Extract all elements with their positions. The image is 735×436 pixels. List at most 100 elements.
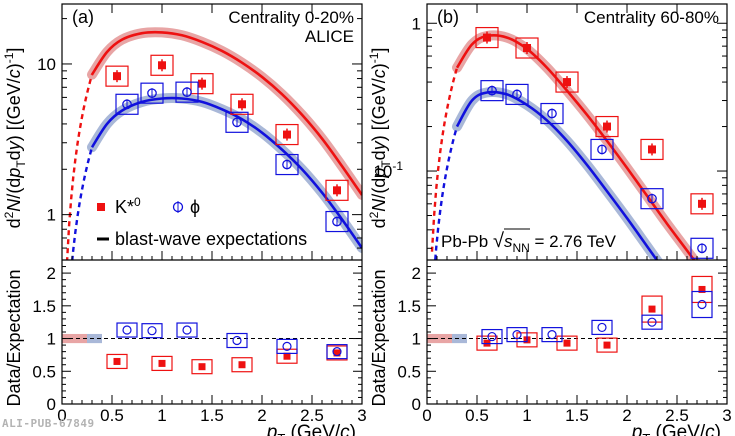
publication-id: ALI-PUB-67849 xyxy=(2,417,95,430)
syst-box-kstar xyxy=(150,54,174,76)
ratio-syst-box-kstar xyxy=(276,348,298,364)
ratio-syst-box-kstar xyxy=(596,337,618,353)
blastwave-band-phi xyxy=(87,93,362,254)
syst-box-kstar xyxy=(640,138,664,161)
syst-box-phi xyxy=(640,188,664,210)
ratio-point-phi xyxy=(487,331,497,342)
panel-tag: (b) xyxy=(437,7,459,27)
panel-tag: (a) xyxy=(72,7,94,27)
ratio-syst-box-phi xyxy=(641,314,663,330)
legend: K*0 ϕ blast-wave expectations ALICE xyxy=(97,27,354,249)
blastwave-curve-phi xyxy=(90,96,362,249)
ratio-syst-box-phi xyxy=(506,327,528,343)
plot-frame xyxy=(61,3,363,405)
ratio-point-phi xyxy=(512,330,522,340)
ratio-syst-box-phi xyxy=(541,327,563,343)
ratio-point-kstar xyxy=(113,357,121,365)
ratio-point-kstar xyxy=(283,352,291,360)
ratio-y-tick-label: 1 xyxy=(47,330,56,349)
syst-box-kstar xyxy=(230,93,254,115)
syst-box-kstar xyxy=(475,26,499,49)
spectrum-points-kstar xyxy=(475,26,714,215)
syst-box-phi xyxy=(540,102,564,125)
syst-box-kstar xyxy=(190,73,214,95)
syst-box-kstar xyxy=(595,115,619,138)
syst-box-phi xyxy=(175,81,199,103)
x-tick-label: 3 xyxy=(722,406,731,425)
ratio-syst-box-phi xyxy=(691,290,713,319)
centrality-label: Centrality 0-20% xyxy=(228,8,354,27)
ratio-point-phi xyxy=(232,335,242,346)
centrality-label: Centrality 60-80% xyxy=(584,8,719,27)
blastwave-curve-phi xyxy=(455,90,659,260)
x-tick-label: 0.5 xyxy=(100,406,124,425)
x-tick-label: 1 xyxy=(522,406,531,425)
ratio-point-phi xyxy=(597,322,607,333)
ratio-y-tick-label: 2 xyxy=(47,264,56,283)
ratio-syst-box-phi xyxy=(276,338,298,354)
syst-box-phi xyxy=(275,153,299,176)
ratio-syst-box-phi xyxy=(481,328,503,345)
legend-label-phi: ϕ xyxy=(190,197,200,217)
x-tick-label: 0 xyxy=(422,406,431,425)
ratio-syst-box-phi xyxy=(326,344,348,360)
x-tick-label: 2.5 xyxy=(300,406,324,425)
spectrum-points-phi xyxy=(115,81,349,233)
ratio-point-phi xyxy=(282,341,292,351)
blastwave-curve-kstar xyxy=(455,34,696,260)
x-tick-label: 1.5 xyxy=(565,406,589,425)
syst-box-kstar xyxy=(275,123,299,146)
y-tick-label: 1 xyxy=(412,14,421,33)
y-tick-label: 10 xyxy=(37,55,56,74)
ratio-panel xyxy=(62,322,362,375)
ratio-point-phi xyxy=(697,299,707,310)
y-tick-label: 1 xyxy=(47,206,56,225)
y-axis-label: d2N/(dpTdy) [(GeV/c)-1] xyxy=(367,48,393,229)
syst-box-phi xyxy=(480,80,504,102)
panel-a: 0 0.5 1 1.5 2 2.5 3 1 10 0 0.5 1 1.5 2 (a) Centrality 0… xyxy=(2,3,367,436)
collaboration-label: ALICE xyxy=(305,27,354,46)
ratio-point-kstar xyxy=(238,361,246,369)
ratio-point-kstar xyxy=(333,349,341,357)
blastwave-curve-kstar xyxy=(90,30,362,196)
ratio-point-phi xyxy=(547,330,557,340)
ratio-points-kstar xyxy=(476,275,713,353)
blastwave-extrapolation-kstar xyxy=(65,74,94,260)
x-tick-label: 2 xyxy=(257,406,266,425)
spectrum-points-kstar xyxy=(105,54,349,201)
ratio-syst-box-phi xyxy=(141,323,163,339)
syst-box-kstar xyxy=(555,71,579,93)
blastwave-curves xyxy=(65,27,362,260)
syst-box-kstar xyxy=(515,37,539,59)
blastwave-band-phi xyxy=(452,87,663,260)
syst-box-phi xyxy=(690,237,714,259)
syst-box-kstar xyxy=(325,179,349,201)
ratio-y-tick-label: 0 xyxy=(412,395,421,414)
ratio-point-kstar xyxy=(563,339,571,347)
ratio-point-kstar xyxy=(698,285,706,293)
syst-box-kstar xyxy=(690,193,714,215)
syst-box-phi xyxy=(590,138,614,161)
ratio-y-axis-label: Data/Expectation xyxy=(4,269,24,406)
ratio-y-tick-label: 0 xyxy=(47,395,56,414)
legend-label-kstar: K*0 xyxy=(115,195,141,217)
panel-b: 0 0.5 1 1.5 2 2.5 3 10-1 1 0 0.5 1 1.5 2 (b) Centrality… xyxy=(367,3,732,436)
syst-box-phi xyxy=(225,111,249,133)
ratio-syst-box-phi xyxy=(591,319,613,336)
ratio-syst-box-kstar xyxy=(691,275,713,304)
ratio-syst-box-phi xyxy=(116,322,138,338)
ratio-syst-box-phi xyxy=(176,322,198,338)
ratio-points-phi xyxy=(116,322,348,360)
syst-box-phi xyxy=(505,83,529,106)
ratio-point-kstar xyxy=(158,359,166,367)
x-tick-label: 3 xyxy=(357,406,366,425)
ratio-y-tick-label: 2 xyxy=(412,264,421,283)
x-tick-label: 1.5 xyxy=(200,406,224,425)
x-tick-label: 2 xyxy=(622,406,631,425)
blastwave-extrapolation-kstar xyxy=(430,67,459,252)
x-axis-label: pT (GeV/c) xyxy=(631,422,721,436)
x-axis-label: pT (GeV/c) xyxy=(266,422,356,436)
ratio-uncertainty-band-phi xyxy=(452,333,467,344)
blastwave-curves xyxy=(430,30,701,260)
ratio-syst-box-kstar xyxy=(151,355,173,372)
